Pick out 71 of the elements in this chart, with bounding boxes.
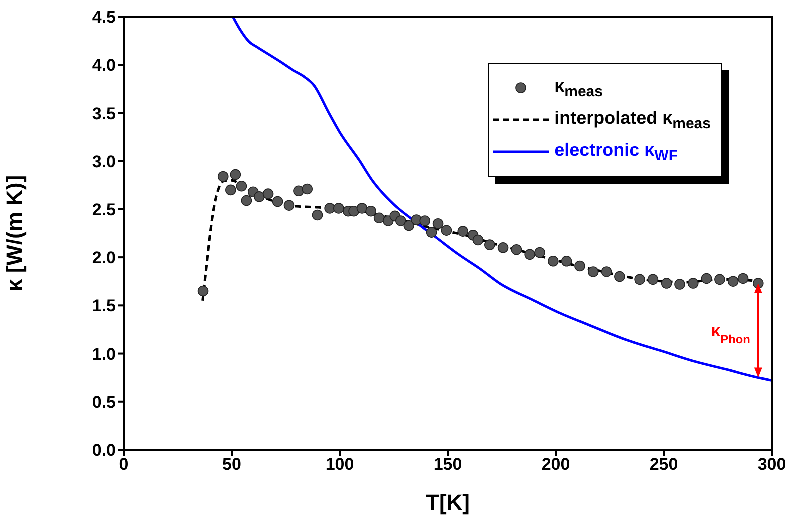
point: [374, 212, 385, 224]
x-axis-title: T[K]: [426, 490, 470, 515]
point: [198, 286, 209, 297]
point: [420, 216, 431, 226]
point: [404, 220, 415, 232]
point: [648, 274, 659, 286]
point: [254, 192, 265, 202]
point: [534, 247, 546, 258]
legend-label: electronic κ$_{WF}$: [554, 140, 678, 164]
point: [524, 249, 536, 260]
point: [302, 184, 313, 195]
point: [484, 240, 496, 250]
point: [241, 195, 252, 206]
point: [714, 274, 726, 286]
y-tick-label: 0.5: [92, 392, 116, 412]
point: [348, 206, 360, 217]
point: [588, 266, 599, 278]
point: [356, 203, 368, 214]
y-tick-label: 1.0: [92, 344, 116, 364]
point: [472, 234, 484, 246]
point: [601, 266, 612, 278]
x-tick-label: 50: [222, 455, 242, 474]
legend-label: κ$_{meas}$: [554, 76, 603, 100]
point: [432, 218, 444, 230]
y-tick-label: 4.0: [92, 56, 116, 76]
x-tick-label: 300: [758, 455, 786, 474]
point: [701, 273, 712, 284]
point: [661, 278, 672, 289]
point: [458, 226, 469, 237]
point: [334, 203, 344, 214]
point: [738, 273, 749, 284]
point: [674, 279, 686, 290]
y-tick-label: 1.5: [92, 296, 116, 316]
point: [426, 227, 438, 238]
point: [226, 184, 236, 196]
x-tick-label: 200: [542, 455, 570, 474]
point: [262, 188, 274, 200]
legend-label: interpolated κ$_{meas}$: [554, 108, 711, 132]
point: [688, 278, 699, 289]
point: [236, 180, 248, 192]
point: [561, 256, 572, 267]
point: [511, 244, 522, 256]
x-tick-label: 0: [119, 455, 129, 474]
point: [324, 203, 336, 214]
point: [294, 186, 304, 197]
point: [498, 242, 509, 254]
y-tick-label: 2.5: [92, 200, 116, 220]
point: [574, 260, 586, 272]
annotation: κ$_{Phon}$: [711, 322, 750, 347]
y-tick-label: 0.0: [92, 441, 116, 460]
y-tick-label: 4.5: [92, 8, 116, 28]
point: [614, 271, 626, 282]
point: [272, 196, 284, 208]
point: [728, 276, 739, 288]
point: [548, 256, 559, 267]
y-tick-label: 3.0: [92, 152, 116, 172]
y-tick-label: 3.5: [92, 104, 116, 124]
y-tick-label: 2.0: [92, 248, 116, 268]
point: [366, 206, 377, 217]
x-tick-label: 150: [434, 455, 462, 474]
point: [396, 216, 406, 226]
y-axis-title: κ [W/(m K)]: [2, 175, 27, 292]
point: [312, 210, 324, 221]
point: [441, 225, 452, 236]
x-tick-label: 100: [326, 455, 354, 474]
point: [230, 169, 242, 180]
line-series: [232, 17, 772, 382]
x-tick-label: 250: [650, 455, 678, 474]
point: [284, 200, 295, 211]
point: [634, 274, 646, 286]
point: [218, 171, 229, 182]
